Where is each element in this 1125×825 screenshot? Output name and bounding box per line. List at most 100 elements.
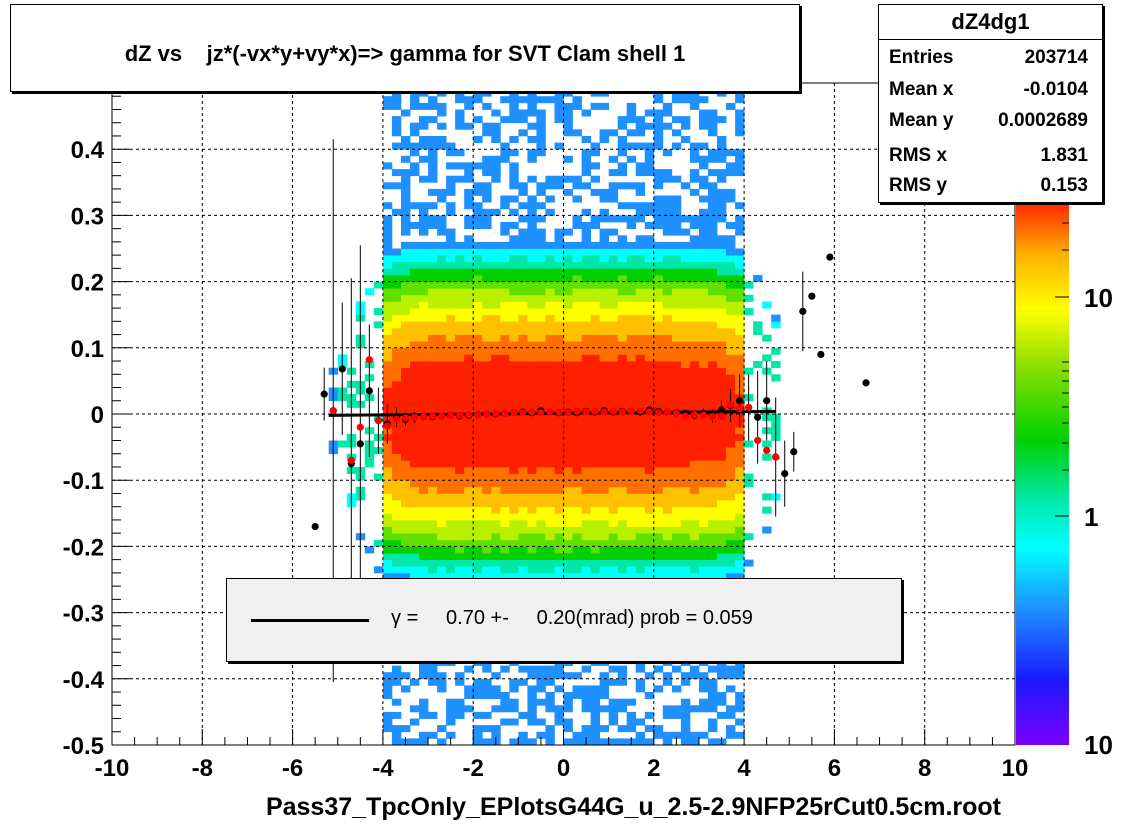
heat-cell [527,387,537,395]
heat-cell [680,281,691,289]
heat-cell [608,506,619,514]
heat-cell [617,572,628,580]
heat-cell [680,361,691,368]
heat-cell [617,334,628,342]
heat-cell [554,142,564,150]
heat-cell [726,486,736,494]
heat-cell [563,692,573,699]
heat-cell [699,526,709,534]
heat-cell [617,533,628,541]
heat-cell [708,420,718,428]
heat-cell [410,129,420,137]
heat-cell [581,440,591,448]
heat-cell [391,559,402,567]
heat-cell [644,275,655,282]
heat-cell [391,513,402,521]
heat-cell [653,89,664,97]
heat-cell [391,539,402,547]
heat-cell [699,208,709,216]
heat-cell [473,493,483,501]
heat-cell [717,275,727,282]
heat-cell [428,374,438,382]
heat-cell [608,539,619,547]
heat-cell [473,288,483,296]
x-axis-label: Pass37_TpcOnly_EPlotsG44G_u_2.5-2.9NFP25… [266,793,1002,821]
heat-cell [671,228,682,236]
heat-cell [699,374,709,382]
heat-cell [419,380,429,388]
heat-cell [554,354,564,362]
heat-cell [554,380,564,388]
heat-cell [518,281,528,289]
heat-cell [680,347,691,355]
heat-cell [473,367,483,375]
heat-cell [626,420,637,428]
heat-cell [717,175,727,183]
heat-cell [599,235,609,243]
heat-cell [419,175,429,183]
heat-cell [590,380,600,388]
heat-cell [364,288,375,296]
heat-cell [599,294,609,302]
heat-cell [590,288,600,296]
heat-cell [735,202,745,210]
heat-cell [509,414,519,421]
heat-cell [717,559,727,567]
heat-cell [735,301,745,309]
heat-cell [753,275,763,282]
heat-cell [437,188,447,196]
heat-cell [410,341,420,349]
heat-cell [572,281,582,289]
heat-cell [491,519,501,527]
heat-cell [446,698,456,706]
heat-cell [708,387,718,395]
heat-cell [599,228,609,236]
heat-cell [518,334,528,342]
heat-cell [391,533,402,541]
heat-cell [554,467,564,474]
heat-cell [446,533,456,541]
heat-cell [419,460,429,468]
heat-cell [401,533,411,541]
profile-point [465,411,473,419]
heat-cell [581,486,591,494]
heat-cell [671,533,682,541]
heat-cell [689,539,700,547]
heat-cell [401,400,411,408]
heat-cell [391,493,402,501]
heat-cell [671,327,682,335]
heat-cell [473,275,483,282]
heat-cell [699,175,709,183]
heat-cell [708,149,718,157]
heat-cell [446,380,456,388]
heat-cell [419,705,429,713]
heat-cell [581,380,591,388]
heat-cell [419,486,429,494]
heat-cell [455,288,465,296]
heat-cell [536,361,546,368]
heat-cell [455,109,465,117]
heat-cell [545,493,555,501]
heat-cell [382,341,393,349]
profile-point [781,469,789,478]
heat-cell [680,467,691,474]
heat-cell [708,314,718,322]
profile-point [501,409,509,417]
heat-cell [410,96,420,104]
heat-cell [500,539,510,547]
heat-cell [617,678,628,686]
heat-cell [500,526,510,534]
heat-cell [581,447,591,455]
heat-cell [428,513,438,521]
heat-cell [554,414,564,421]
heat-cell [428,420,438,428]
heat-cell [726,553,736,560]
heat-cell [473,308,483,316]
heat-cell [500,572,510,580]
heat-cell [608,155,619,163]
heat-cell [626,500,637,508]
heat-cell [473,327,483,335]
heat-cell [545,705,555,713]
heat-cell [689,705,700,713]
